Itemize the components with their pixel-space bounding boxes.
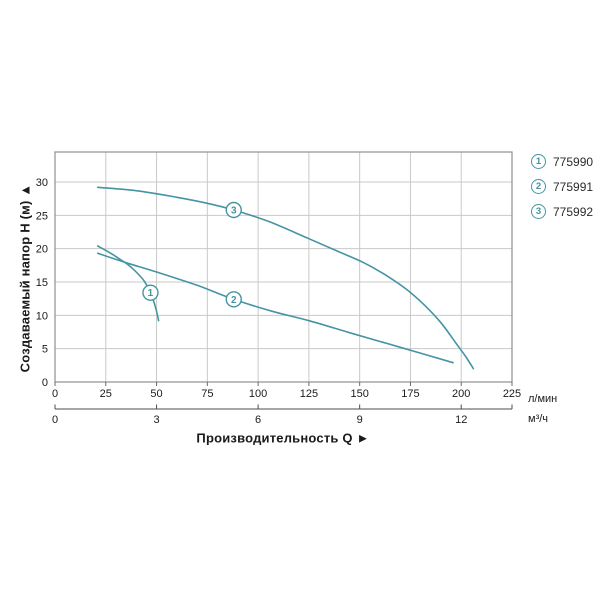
curve-775990	[96, 245, 160, 322]
x2-tick-label: 3	[153, 414, 159, 426]
curve-775991	[96, 252, 454, 364]
legend: 1 775990 2 775991 3 775992	[531, 154, 593, 219]
y-tick-label: 20	[36, 244, 48, 256]
x-axis-title: Производительность Q ►	[196, 430, 370, 446]
x-tick-label: 0	[52, 388, 58, 400]
curve-badge-number: 3	[231, 205, 237, 216]
y-axis-title: Создаваемый напор Н (м) ▲	[17, 183, 33, 373]
y-tick-label: 30	[36, 177, 48, 189]
curve-badge-number: 1	[148, 288, 154, 299]
curve-badge-circle	[225, 291, 242, 308]
curve-badge-2: 2	[225, 291, 242, 308]
x-axis-primary: 0 25 50 75 100 125 150 175 200 225	[52, 382, 521, 400]
y-axis: 0 5 10 15 20 25 30	[36, 177, 48, 389]
x-tick-label: 225	[503, 388, 521, 400]
y-tick-label: 25	[36, 210, 48, 222]
x2-tick-label: 12	[455, 414, 467, 426]
x-tick-label: 75	[201, 388, 213, 400]
curve-775992	[96, 186, 475, 370]
y-tick-label: 10	[36, 310, 48, 322]
gridlines	[55, 152, 512, 382]
curve-badge-circle	[225, 201, 242, 219]
y-tick-label: 5	[42, 344, 48, 356]
curve-2-badge-icon: 2	[531, 179, 546, 194]
x2-tick-label: 0	[52, 414, 58, 426]
legend-item-2: 2 775991	[531, 179, 593, 194]
x-tick-label: 125	[300, 388, 318, 400]
x-axis-unit-lmin: л/мин	[528, 393, 558, 405]
x-tick-label: 50	[150, 388, 162, 400]
curve-badge-1: 1	[142, 284, 159, 301]
y-tick-label: 15	[36, 277, 48, 289]
plot-frame	[54, 151, 513, 383]
x-axis-secondary: 0 3 6 9 12	[52, 404, 513, 426]
legend-item-3: 3 775992	[531, 204, 593, 219]
x-tick-label: 200	[452, 388, 470, 400]
x2-tick-label: 9	[357, 414, 363, 426]
curves	[96, 186, 475, 370]
x-tick-label: 100	[249, 388, 267, 400]
curve-badge-number: 2	[231, 295, 237, 306]
curve-badge-3: 3	[225, 201, 242, 219]
y-tick-label: 0	[42, 377, 48, 389]
curve-3-badge-icon: 3	[531, 204, 546, 219]
curve-1-badge-icon: 1	[531, 154, 546, 169]
curve-badge-circle	[142, 284, 159, 301]
legend-item-2-label: 775991	[553, 179, 594, 194]
legend-item-1: 1 775990	[531, 154, 593, 169]
legend-item-1-label: 775990	[553, 154, 594, 169]
x-tick-label: 175	[401, 388, 419, 400]
x2-tick-label: 6	[255, 414, 261, 426]
x-axis-unit-m3h: м³/ч	[528, 413, 549, 425]
legend-item-3-label: 775992	[553, 204, 594, 219]
x-tick-label: 25	[100, 388, 112, 400]
x-tick-label: 150	[350, 388, 368, 400]
